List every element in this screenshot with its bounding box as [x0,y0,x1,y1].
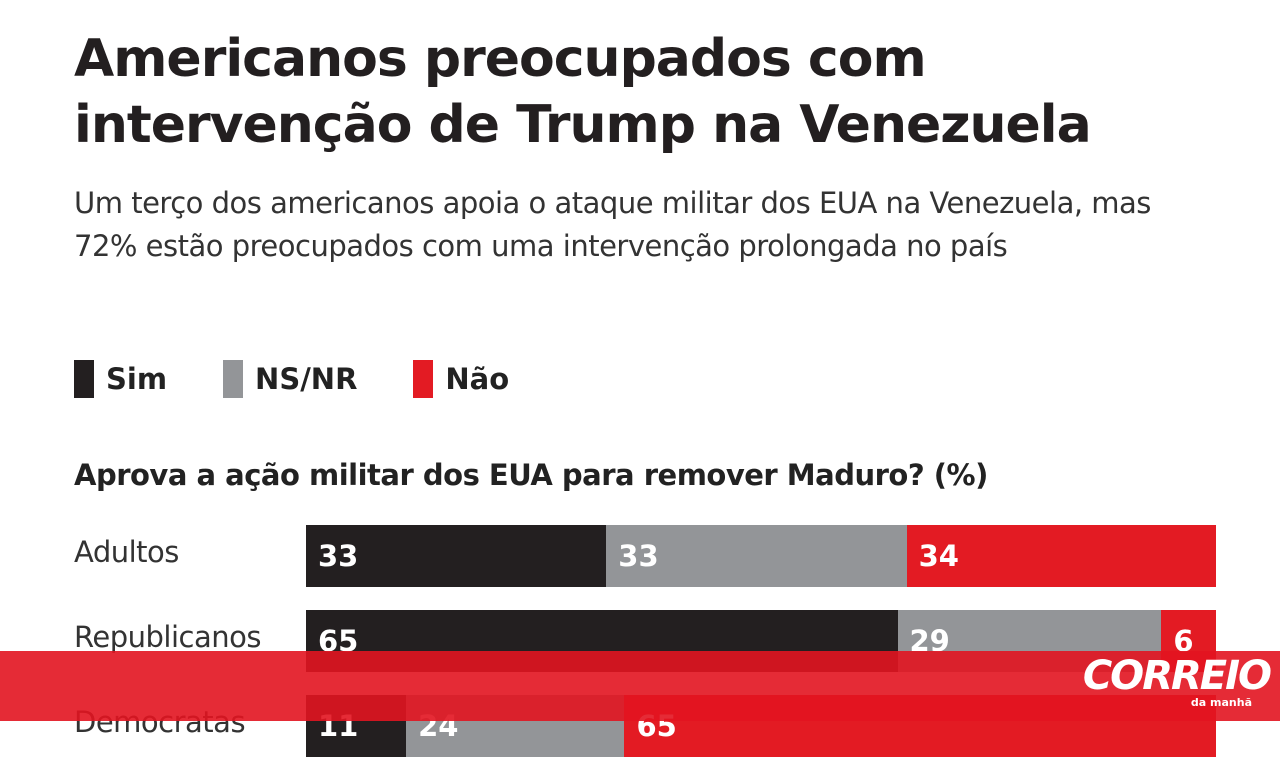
subtitle: Um terço dos americanos apoia o ataque m… [74,186,1151,263]
bar-segment-Sim: 33 [306,525,607,587]
legend-swatch [223,360,244,398]
data-label: 33 [618,539,659,573]
legend: Sim NS/NR Não [74,360,509,398]
legend-item: Não [413,360,509,398]
data-label: 34 [918,539,959,573]
legend-label: NS/NR [255,362,358,396]
stacked-bar: 33 33 34 [306,525,1216,587]
legend-label: Não [445,362,510,396]
brand-band [0,651,1280,721]
question: Aprova a ação militar dos EUA para remov… [74,458,988,492]
legend-swatch [413,360,434,398]
bar-segment-Não: 34 [906,525,1216,587]
correio-logo: CORREIO da manhã [1082,653,1272,709]
category-label: Republicanos [74,620,261,654]
category-label: Adultos [74,535,179,569]
data-label: 33 [318,539,359,573]
title-line: Americanos preocupados com [74,29,927,89]
logo-tagline: da manhã [1190,696,1252,709]
legend-label: Sim [106,362,168,396]
logo-name: CORREIO [1082,653,1272,699]
legend-item: Sim [74,360,167,398]
data-label: 6 [1173,624,1194,658]
legend-item: NS/NR [223,360,357,398]
bar-segment-NS/NR: 33 [606,525,907,587]
title-line: intervenção de Trump na Venezuela [74,95,1092,155]
chart-title: Americanos preocupados com intervenção de… [74,26,1092,158]
legend-swatch [74,360,94,398]
